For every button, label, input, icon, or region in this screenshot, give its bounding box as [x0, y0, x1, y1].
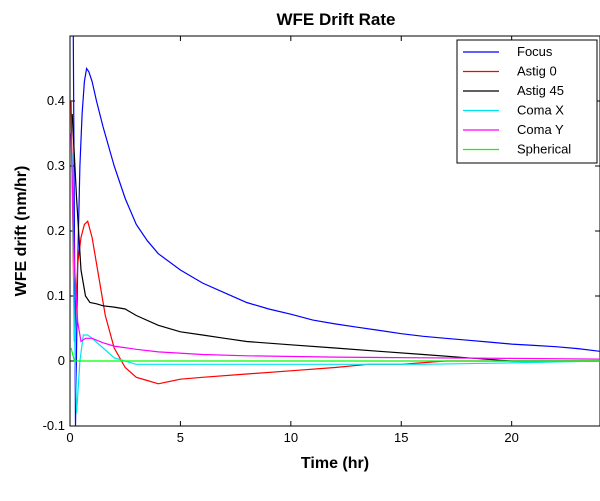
y-tick-label: 0.3 [47, 158, 65, 173]
y-tick-label: 0.4 [47, 93, 65, 108]
x-tick-label: 20 [504, 430, 518, 445]
x-tick-label: 15 [394, 430, 408, 445]
series-line-spherical [70, 347, 600, 362]
x-tick-label: 10 [284, 430, 298, 445]
y-axis-label: WFE drift (nm/hr) [13, 166, 30, 297]
y-tick-label: -0.1 [43, 418, 65, 433]
legend: Focus Astig 0 Astig 45 Coma X Coma Y Spherica… [456, 39, 598, 164]
legend-label: Spherical [517, 142, 571, 157]
legend-box [456, 39, 598, 164]
y-tick-label: 0.1 [47, 288, 65, 303]
legend-label: Astig 45 [517, 83, 564, 98]
series-line-astig-45 [71, 113, 600, 362]
x-axis-label: Time (hr) [301, 455, 369, 472]
legend-label: Astig 0 [517, 64, 557, 79]
y-axis: -0.1 0 0.1 0.2 0.3 0.4 [43, 93, 600, 433]
y-tick-label: 0 [58, 353, 65, 368]
series-line-focus [72, 36, 600, 426]
legend-label: Focus [517, 44, 553, 59]
series-line-coma-x [71, 152, 600, 414]
legend-label: Coma Y [517, 122, 564, 137]
x-tick-label: 5 [177, 430, 184, 445]
y-tick-label: 0.2 [47, 223, 65, 238]
x-axis: 0 5 10 15 20 [66, 36, 519, 445]
x-tick-label: 0 [66, 430, 73, 445]
legend-label: Coma X [517, 103, 564, 118]
series-layer [70, 36, 600, 426]
series-line-coma-y [70, 133, 600, 360]
chart-title: WFE Drift Rate [277, 10, 396, 29]
